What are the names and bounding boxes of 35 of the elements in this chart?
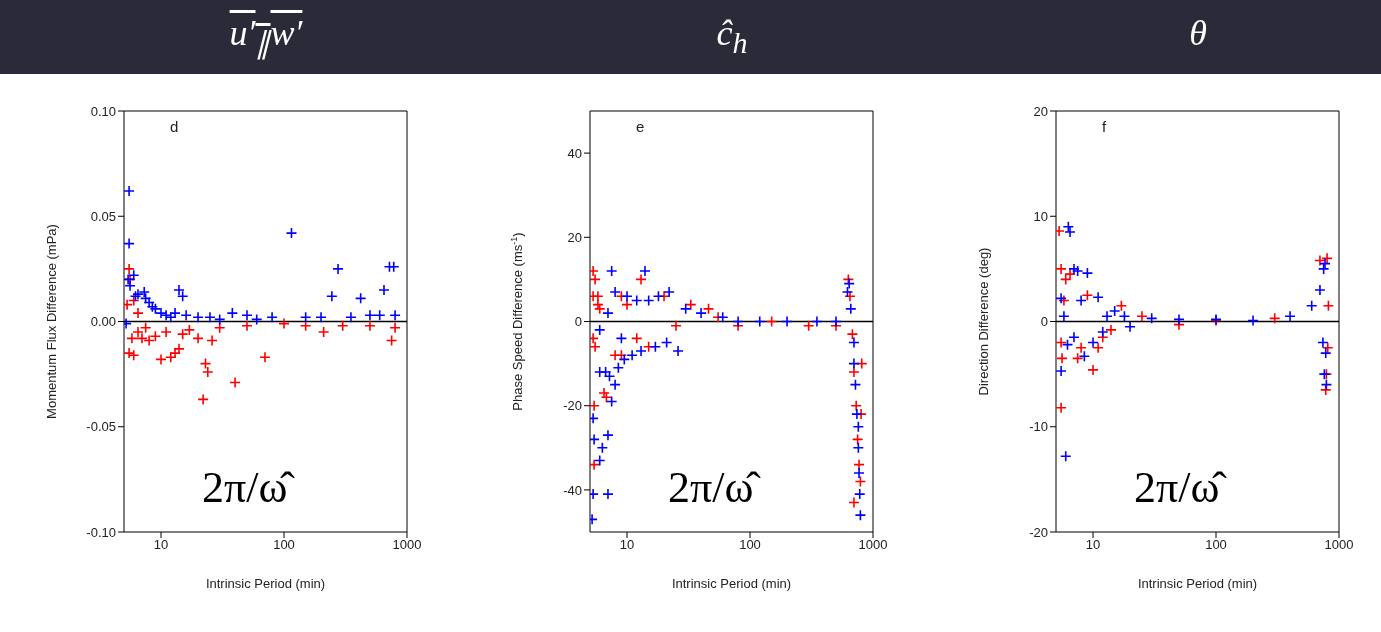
x-tick-label: 1000 [1324, 537, 1354, 553]
annotation: f [1102, 118, 1107, 135]
y-tick-label: 10 [1033, 208, 1048, 224]
y-tick-label: 0 [1040, 314, 1048, 330]
y-tick-label: 20 [567, 229, 582, 245]
x-tick-label: 10 [153, 537, 169, 553]
y-tick-label: -0.10 [86, 524, 116, 540]
y-tick-label: 0.00 [90, 314, 116, 330]
x-tick-label: 100 [273, 537, 295, 553]
y-tick-label: -10 [1029, 419, 1048, 435]
chart-title: ĉ$_{h}$ [715, 12, 749, 61]
x-axis-title: Intrinsic Period (min) [205, 576, 326, 591]
y-axis-title: Momentum Flux Difference (mPa) [44, 224, 59, 419]
y-tick-label: 0 [574, 314, 582, 330]
x-tick-label: 1000 [858, 537, 888, 553]
x-tick-label: 10 [1085, 537, 1101, 553]
annotation: e [636, 118, 645, 135]
chart-title: u′$_{∥}$w′ [228, 12, 304, 61]
y-tick-label: 20 [1033, 103, 1048, 119]
x-tick-label: 100 [1205, 537, 1227, 553]
y-axis-title: Direction Difference (deg) [976, 247, 991, 396]
x-tick-label: 10 [619, 537, 635, 553]
x-tick-label: 1000 [392, 537, 422, 553]
y-tick-label: -0.05 [86, 419, 116, 435]
y-tick-label: 0.10 [90, 103, 116, 119]
chart-title: θ [1188, 12, 1208, 54]
annotation: d [170, 118, 179, 135]
y-tick-label: -40 [563, 482, 582, 498]
x-axis-title: Intrinsic Period (min) [1137, 576, 1258, 591]
x-axis-title: Intrinsic Period (min) [671, 576, 792, 591]
y-tick-label: -20 [1029, 524, 1048, 540]
y-tick-label: 0.05 [90, 208, 116, 224]
x-tick-label: 100 [739, 537, 761, 553]
y-tick-label: -20 [563, 398, 582, 414]
y-tick-label: 40 [567, 145, 582, 161]
